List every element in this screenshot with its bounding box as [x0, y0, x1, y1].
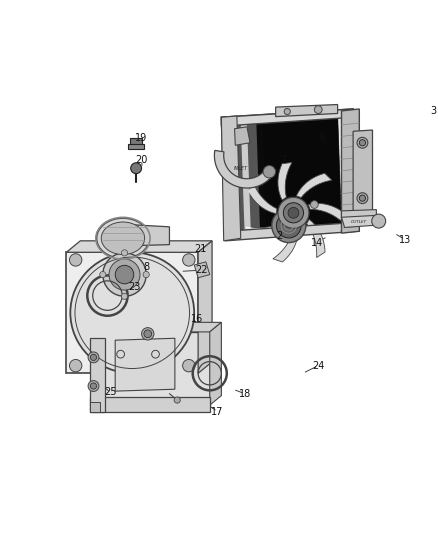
Circle shape [144, 330, 152, 338]
Polygon shape [241, 123, 251, 233]
Text: 13: 13 [399, 235, 411, 245]
Ellipse shape [101, 222, 145, 255]
Polygon shape [245, 223, 283, 236]
Polygon shape [100, 322, 221, 332]
Text: 16: 16 [191, 314, 204, 324]
Circle shape [100, 271, 106, 278]
Circle shape [70, 254, 82, 266]
Text: INLET: INLET [234, 166, 248, 171]
Polygon shape [221, 116, 241, 241]
Text: 23: 23 [128, 282, 141, 292]
Text: 25: 25 [104, 387, 117, 398]
Polygon shape [342, 109, 359, 233]
Circle shape [314, 106, 322, 114]
Polygon shape [235, 120, 260, 235]
Polygon shape [248, 183, 277, 214]
Text: 21: 21 [194, 244, 207, 254]
Text: 8: 8 [143, 262, 149, 272]
Polygon shape [262, 114, 342, 232]
Polygon shape [215, 150, 276, 188]
Polygon shape [67, 241, 212, 252]
Circle shape [276, 213, 301, 238]
Circle shape [359, 195, 366, 201]
Text: OUTLET: OUTLET [351, 220, 367, 224]
Circle shape [90, 383, 97, 389]
Circle shape [131, 163, 141, 174]
Text: 18: 18 [239, 389, 251, 399]
Polygon shape [221, 109, 357, 239]
Ellipse shape [71, 253, 194, 373]
Circle shape [284, 108, 290, 115]
Circle shape [288, 207, 299, 218]
Polygon shape [276, 104, 338, 117]
Circle shape [263, 166, 276, 178]
Text: 22: 22 [196, 265, 208, 275]
Polygon shape [296, 173, 332, 198]
Polygon shape [342, 215, 380, 228]
Circle shape [174, 397, 180, 403]
Polygon shape [100, 332, 210, 405]
Circle shape [121, 293, 127, 300]
Circle shape [121, 250, 127, 256]
Circle shape [70, 359, 82, 372]
Polygon shape [123, 224, 170, 246]
Polygon shape [235, 127, 250, 146]
Polygon shape [278, 163, 292, 200]
Text: 24: 24 [312, 361, 325, 370]
Polygon shape [115, 338, 175, 391]
Polygon shape [67, 252, 198, 373]
Text: 2: 2 [276, 231, 283, 241]
Circle shape [357, 138, 368, 148]
Polygon shape [90, 338, 105, 411]
Text: 3: 3 [430, 106, 436, 116]
Circle shape [109, 259, 140, 290]
Circle shape [90, 354, 97, 360]
Polygon shape [353, 130, 372, 216]
Polygon shape [308, 204, 344, 223]
Polygon shape [210, 322, 221, 405]
Text: 14: 14 [311, 238, 323, 248]
Polygon shape [130, 138, 142, 147]
Circle shape [272, 208, 306, 243]
Circle shape [115, 265, 134, 284]
Ellipse shape [97, 218, 149, 259]
Circle shape [283, 203, 304, 223]
Text: 6: 6 [319, 133, 325, 143]
Circle shape [359, 140, 366, 146]
Circle shape [141, 328, 154, 340]
Circle shape [143, 271, 149, 278]
Polygon shape [307, 219, 325, 257]
Polygon shape [198, 241, 212, 373]
Polygon shape [235, 114, 342, 235]
Polygon shape [90, 398, 210, 411]
Polygon shape [90, 402, 100, 411]
Circle shape [183, 359, 195, 372]
Circle shape [311, 200, 318, 208]
Polygon shape [342, 209, 376, 221]
Circle shape [372, 214, 386, 228]
Polygon shape [128, 144, 144, 149]
Circle shape [278, 197, 309, 228]
Polygon shape [225, 222, 357, 241]
Circle shape [103, 253, 146, 296]
Circle shape [88, 381, 99, 391]
Text: 20: 20 [135, 155, 148, 165]
Polygon shape [194, 262, 210, 278]
Circle shape [357, 193, 368, 204]
Polygon shape [273, 229, 298, 262]
Polygon shape [221, 109, 353, 126]
Text: 19: 19 [135, 133, 148, 143]
Text: 17: 17 [211, 407, 224, 416]
Circle shape [183, 254, 195, 266]
Circle shape [88, 352, 99, 363]
Text: 7: 7 [280, 155, 286, 165]
